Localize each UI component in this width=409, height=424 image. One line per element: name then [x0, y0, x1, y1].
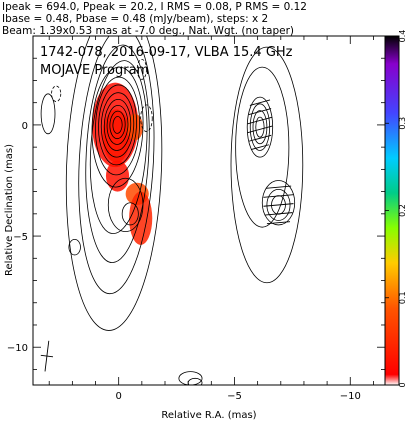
evpa-vector: [249, 99, 271, 106]
stokes-i-negative-contour: [136, 58, 147, 80]
stokes-i-contour: [95, 76, 140, 176]
stokes-i-contour: [68, 238, 81, 256]
y-tick-label: 0: [22, 121, 28, 132]
x-tick-label: −10: [340, 391, 361, 402]
plot-title: 1742-078, 2016-09-17, VLBA 15.4 GHz: [40, 45, 293, 60]
stokes-i-contour: [85, 44, 150, 264]
pol-color-patch: [105, 160, 130, 192]
y-axis-label: Relative Declination (mas): [4, 144, 15, 276]
evpa-vector: [265, 185, 292, 189]
stokes-i-contour: [109, 110, 126, 140]
header-line-2: Ibase = 0.48, Pbase = 0.48 (mJy/beam), s…: [2, 13, 268, 25]
header-line-3: Beam: 1.39x0.53 mas at -7.0 deg., Nat. W…: [2, 25, 294, 37]
polarization-contour: [235, 66, 290, 228]
colorbar-ticks: 0 0.1 0.2 0.3 0.4: [385, 30, 407, 388]
evpa-vector: [264, 212, 293, 216]
stokes-i-negative-contour: [51, 85, 62, 102]
evpa-vector: [263, 194, 294, 198]
x-tick-label: −5: [227, 391, 242, 402]
evpa-vector: [248, 134, 272, 142]
stokes-i-contour: [106, 104, 129, 145]
evpa-vector-layer: [247, 99, 294, 225]
colorbar-tick-label: 0.1: [398, 291, 407, 304]
polarization-contour: [246, 96, 274, 158]
stokes-i-contour: [103, 98, 132, 151]
colorbar-tick-label: 0.4: [398, 30, 407, 43]
evpa-vector: [250, 144, 270, 150]
evpa-vector: [247, 116, 273, 125]
beam-ellipse: [40, 340, 54, 372]
stokes-i-contour: [78, 36, 155, 295]
colorbar: 0 0.1 0.2 0.3 0.4: [384, 30, 407, 388]
stokes-i-contour: [89, 60, 148, 235]
evpa-vector: [248, 108, 272, 116]
stokes-i-negative-contour: [140, 104, 153, 132]
stokes-i-contour: [107, 177, 144, 233]
polarization-contour: [255, 116, 265, 138]
colorbar-tick-label: 0.3: [398, 117, 407, 130]
evpa-vector: [266, 221, 291, 225]
contour-layer: [40, 36, 304, 385]
plot-background: [33, 36, 385, 385]
plot-area: 0 −5 −10 0 −5 −10 1742-078, 2016-09-17, VLBA …: [7, 35, 386, 402]
x-axis-label: Relative R.A. (mas): [161, 410, 256, 421]
beam-minor-axis: [40, 354, 54, 358]
stokes-i-contour: [65, 36, 163, 331]
axis-ticks: 0 −5 −10 0 −5 −10: [7, 35, 385, 402]
evpa-vector: [247, 125, 273, 134]
evpa-vector: [263, 203, 294, 207]
header-line-1: Ipeak = 694.0, Ppeak = 20.2, I RMS = 0.0…: [2, 1, 307, 13]
colorbar-tick-label: 0.2: [398, 204, 407, 217]
stokes-i-contour: [112, 116, 123, 134]
pol-color-patch: [102, 109, 131, 163]
polarization-contour: [261, 180, 296, 226]
plot-subtitle: MOJAVE Program: [40, 63, 149, 78]
y-tick-label: −5: [13, 232, 28, 243]
polarization-contour: [266, 188, 291, 221]
colorbar-tick-label: 0: [398, 382, 407, 387]
y-tick-label: −10: [7, 343, 28, 354]
polarization-contour: [230, 46, 304, 284]
stokes-i-contour: [100, 92, 135, 158]
stokes-i-contour: [121, 202, 139, 226]
stokes-i-contour: [91, 66, 144, 188]
stokes-i-contour: [40, 93, 56, 135]
x-tick-label: 0: [115, 391, 121, 402]
stokes-i-contour: [98, 84, 137, 166]
